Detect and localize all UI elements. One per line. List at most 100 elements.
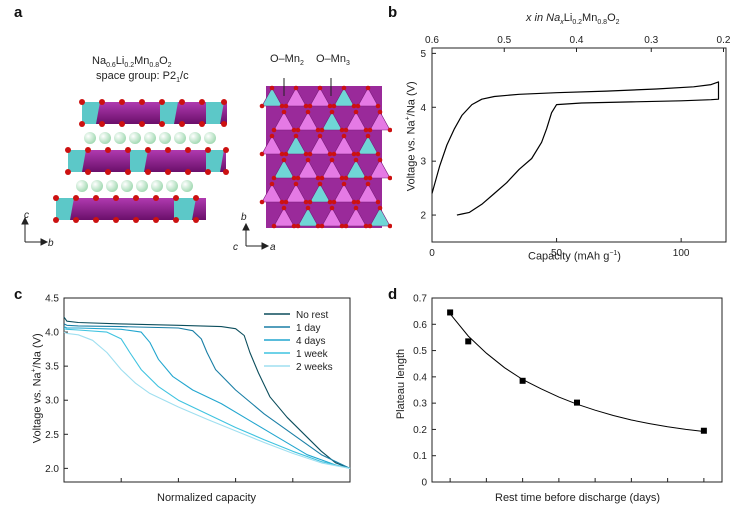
y-tick-label: 0.2 xyxy=(413,425,427,436)
panel-a-label: a xyxy=(14,4,23,21)
x-tick-label: 2 xyxy=(484,487,490,488)
oxygen-atom xyxy=(341,133,347,139)
oxygen-atom xyxy=(281,205,287,211)
x-tick-label: 0.6 xyxy=(229,487,243,488)
data-point xyxy=(447,309,454,316)
transition-metal-layer-2 xyxy=(65,147,229,175)
oxygen-atom xyxy=(307,103,313,109)
mn-octahedron xyxy=(369,159,391,179)
mn-octahedron xyxy=(285,87,307,107)
svg-text:a: a xyxy=(270,242,276,253)
mn-octahedron xyxy=(333,135,355,155)
y-tick-label: 0.4 xyxy=(413,372,427,383)
x-tick-label: 0 xyxy=(429,248,435,259)
oxygen-atom xyxy=(303,151,309,157)
mn-octahedron xyxy=(273,207,295,227)
oxygen-atom xyxy=(355,103,361,109)
oxygen-atom xyxy=(355,199,361,205)
oxygen-atom xyxy=(317,181,323,187)
projected-structure-view: b c a xyxy=(233,78,392,253)
oxygen-atom xyxy=(327,199,333,205)
panel-b-ylabel: Voltage vs. Na+/Na (V) xyxy=(404,81,418,192)
oxygen-atom xyxy=(279,151,285,157)
transition-metal-layer-1 xyxy=(79,99,227,127)
oxygen-atom xyxy=(271,127,277,133)
oxygen-atom xyxy=(365,85,371,91)
oxygen-atom xyxy=(293,85,299,91)
li-octahedron xyxy=(297,207,319,227)
oxygen-atom xyxy=(375,103,381,109)
panel-c-chart: 0 0.2 0.4 0.6 0.8 1.0 2.0 2.5 3.0 3.5 4.0 4.5 No res… xyxy=(45,294,357,489)
oxygen-atom xyxy=(351,103,357,109)
oxygen-atom xyxy=(329,157,335,163)
legend-label: 2 weeks xyxy=(296,362,333,373)
oxygen-atom xyxy=(259,103,265,109)
oxygen-atom xyxy=(303,199,309,205)
plot-frame xyxy=(431,297,723,483)
oxygen-atom xyxy=(315,175,321,181)
li-octahedron xyxy=(285,135,307,155)
omn2-label: O–Mn2 xyxy=(270,53,304,68)
oxygen-atom xyxy=(331,151,337,157)
oxygen-atom xyxy=(293,181,299,187)
mn-octahedron xyxy=(345,207,367,227)
mn-octahedron xyxy=(285,183,307,203)
top-tick-label: 0.4 xyxy=(570,35,584,46)
oxygen-atom xyxy=(315,223,321,229)
top-tick-label: 0.6 xyxy=(425,35,439,46)
oxygen-atom xyxy=(291,127,297,133)
oxygen-atom xyxy=(375,151,381,157)
discharge-curve xyxy=(63,326,351,469)
panel-b-label: b xyxy=(388,4,398,21)
oxygen-atom xyxy=(367,175,373,181)
oxygen-atom xyxy=(295,223,301,229)
discharge-curve xyxy=(63,328,351,469)
oxygen-atom xyxy=(319,175,325,181)
y-tick-label: 4 xyxy=(420,103,426,114)
panel-c-label: c xyxy=(14,286,23,303)
x-tick-label: 0 xyxy=(61,487,67,488)
y-tick-label: 0.5 xyxy=(413,346,427,357)
mn-octahedron xyxy=(273,111,295,131)
oxygen-atom xyxy=(295,175,301,181)
data-point xyxy=(465,338,472,345)
oxygen-atom xyxy=(259,199,265,205)
x-tick-label: 50 xyxy=(551,248,563,259)
mn-octahedron xyxy=(309,87,331,107)
y-tick-label: 5 xyxy=(420,49,426,60)
panel-d-xlabel: Rest time before discharge (days) xyxy=(495,492,661,504)
omn3-label: O–Mn3 xyxy=(316,53,350,68)
legend-label: No rest xyxy=(296,310,328,321)
formula-label: Na0.6Li0.2Mn0.8O2 xyxy=(92,55,172,70)
oxygen-atom xyxy=(387,175,392,181)
mn-octahedron xyxy=(345,111,367,131)
oxygen-atom xyxy=(331,103,337,109)
oxygen-atom xyxy=(317,85,323,91)
oxygen-atom xyxy=(363,175,369,181)
li-octahedron xyxy=(369,207,391,227)
oxygen-atom xyxy=(271,175,277,181)
oxygen-atom xyxy=(341,85,347,91)
oxygen-atom xyxy=(329,205,335,211)
li-octahedron xyxy=(273,159,295,179)
y-tick-label: 2.5 xyxy=(45,430,59,441)
oxygen-atom xyxy=(307,199,313,205)
oxygen-atom xyxy=(353,205,359,211)
x-tick-label: 0.4 xyxy=(171,487,185,488)
oxygen-atom xyxy=(377,205,383,211)
oxygen-atom xyxy=(363,127,369,133)
oxygen-atom xyxy=(293,133,299,139)
y-tick-label: 3 xyxy=(420,157,426,168)
sodium-layer-2 xyxy=(76,180,193,192)
space-group-label: space group: P21/c xyxy=(96,70,189,85)
top-tick-label: 0.3 xyxy=(644,35,658,46)
top-tick-label: 0.5 xyxy=(497,35,511,46)
oxygen-atom xyxy=(315,127,321,133)
panel-c-xlabel: Normalized capacity xyxy=(157,492,257,504)
panel-d-label: d xyxy=(388,286,398,303)
oxygen-atom xyxy=(269,181,275,187)
y-tick-label: 0.1 xyxy=(413,451,427,462)
oxygen-atom xyxy=(269,133,275,139)
panel-c-ylabel: Voltage vs. Na+/Na (V) xyxy=(30,333,44,444)
